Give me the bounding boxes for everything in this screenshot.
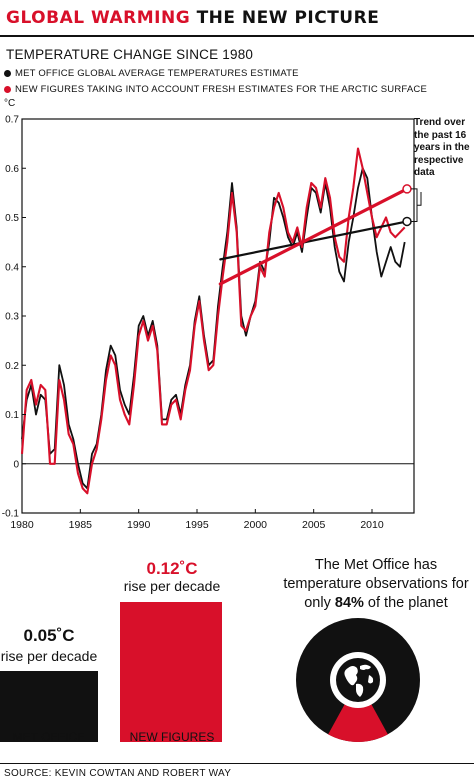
- legend-item-met-office: MET OFFICE GLOBAL AVERAGE TEMPERATURES E…: [4, 68, 299, 79]
- donut-unobserved: [328, 680, 388, 742]
- annotation-connector: [411, 188, 422, 222]
- trend-endpoint: [402, 216, 412, 227]
- trend-line-new-figures: [218, 187, 409, 286]
- met-office-caption: MET OFFICE: [12, 730, 86, 744]
- y-tick-label: 0.2: [5, 361, 19, 372]
- y-tick-label: 0.1: [5, 410, 19, 421]
- new-figures-caption: NEW FIGURES: [129, 730, 215, 744]
- headline-title: THE NEW PICTURE: [190, 8, 380, 28]
- series-line-new-figures: [20, 147, 406, 495]
- x-tick-label: 2000: [244, 519, 268, 531]
- y-tick-label: -0.1: [2, 509, 20, 520]
- legend-dot-red: [4, 86, 11, 93]
- y-tick-label: 0.7: [5, 115, 19, 126]
- met-office-rate-desc: rise per decade: [0, 648, 98, 664]
- legend-label: NEW FIGURES TAKING INTO ACCOUNT FRESH ES…: [15, 84, 427, 95]
- coverage-text-before: The Met Office has temperature observati…: [283, 557, 469, 611]
- legend-label: MET OFFICE GLOBAL AVERAGE TEMPERATURES E…: [15, 68, 299, 79]
- trend-annotation: Trend over the past 16 years in the resp…: [414, 117, 470, 178]
- x-tick-label: 2005: [302, 519, 326, 531]
- x-tick-label: 2010: [360, 519, 384, 531]
- chart-ticks: -0.1 0 0.1 0.2 0.3 0.4 0.5 0.6 0.7 1980 1985 1990 19…: [2, 115, 384, 532]
- met-office-bar: [0, 671, 98, 742]
- y-tick-label: 0.6: [5, 164, 19, 175]
- coverage-percent: 84%: [334, 595, 364, 611]
- y-axis-unit: °C: [4, 98, 16, 109]
- y-tick-label: 0.5: [5, 213, 19, 224]
- chart-subtitle: TEMPERATURE CHANGE SINCE 1980: [6, 47, 254, 62]
- series-line-met-office: [21, 167, 406, 490]
- headline-rule: [0, 35, 474, 37]
- source-credit: SOURCE: KEVIN COWTAN AND ROBERT WAY: [4, 768, 232, 779]
- headline: GLOBAL WARMING THE NEW PICTURE: [6, 8, 379, 28]
- chart-series: [20, 147, 406, 495]
- y-tick-label: 0.4: [5, 262, 19, 273]
- new-figures-rate: 0.12˚C: [146, 559, 198, 578]
- trend-line-met-office: [219, 220, 409, 261]
- new-figures-rate-desc: rise per decade: [123, 578, 221, 594]
- x-tick-label: 1990: [127, 519, 151, 531]
- y-tick-label: 0: [13, 459, 19, 470]
- coverage-donut: [296, 618, 420, 742]
- new-figures-bar: [120, 602, 222, 742]
- y-tick-label: 0.3: [5, 312, 19, 323]
- trend-endpoint: [402, 184, 412, 194]
- globe-icon: [336, 658, 380, 702]
- temperature-chart: -0.1 0 0.1 0.2 0.3 0.4 0.5 0.6 0.7 1980 1985 1990 19…: [2, 115, 422, 532]
- x-tick-label: 1985: [69, 519, 93, 531]
- met-office-rate: 0.05˚C: [23, 626, 75, 645]
- legend-dot-black: [4, 70, 11, 77]
- x-tick-label: 1980: [10, 519, 34, 531]
- chart-trends: [218, 184, 422, 286]
- source-rule: [0, 763, 474, 764]
- headline-topic: GLOBAL WARMING: [6, 8, 191, 28]
- x-tick-label: 1995: [185, 519, 209, 531]
- legend-item-new-figures: NEW FIGURES TAKING INTO ACCOUNT FRESH ES…: [4, 84, 427, 95]
- coverage-text-after: of the planet: [363, 595, 448, 611]
- coverage-text: The Met Office has temperature observati…: [278, 556, 474, 613]
